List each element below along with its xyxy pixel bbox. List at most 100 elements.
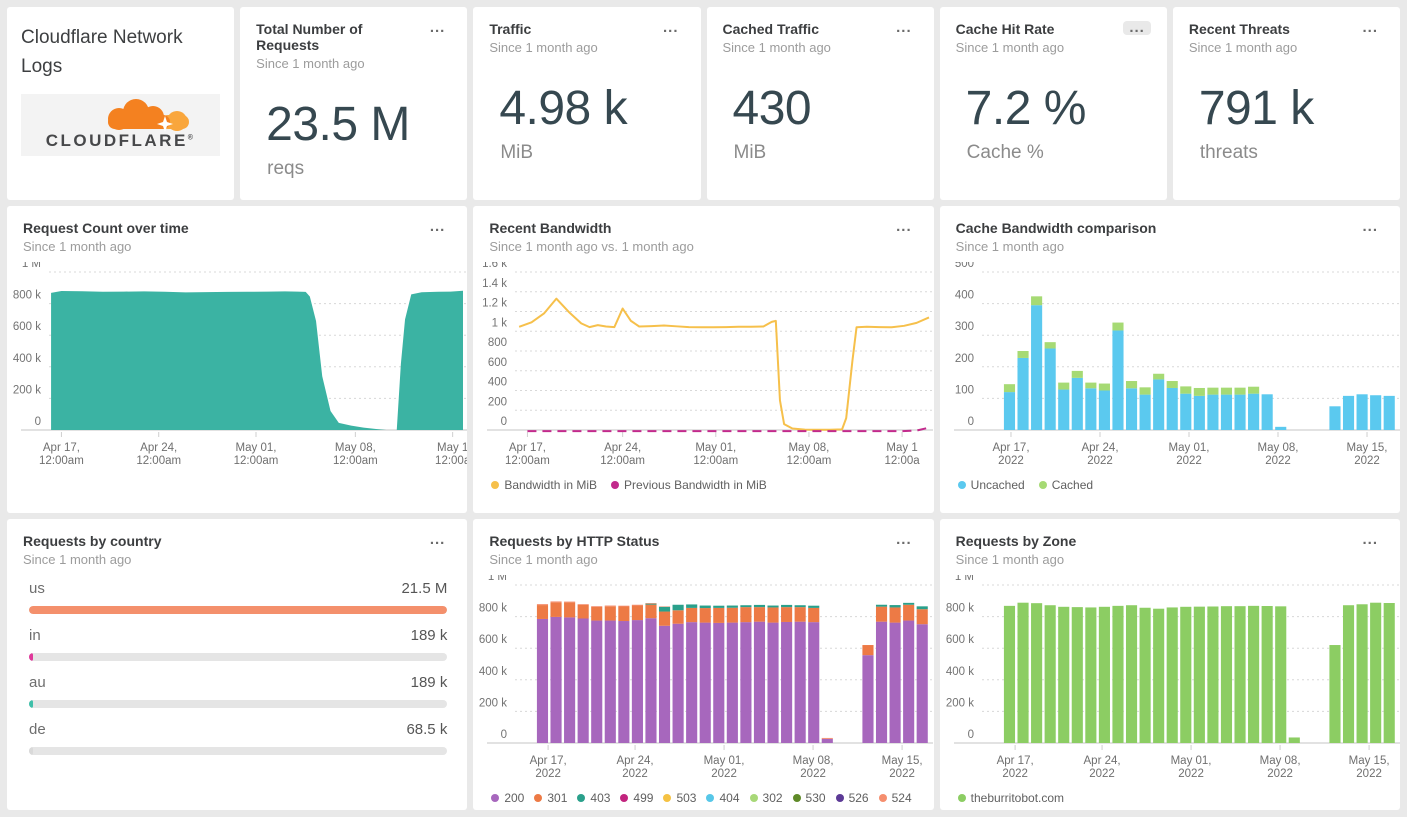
svg-text:May 1: May 1 bbox=[437, 442, 467, 454]
svg-text:800 k: 800 k bbox=[479, 603, 507, 615]
card-menu-button[interactable]: ... bbox=[1356, 20, 1384, 35]
svg-text:1 M: 1 M bbox=[488, 575, 507, 583]
svg-text:1 k: 1 k bbox=[492, 317, 508, 329]
stat-title: Cache Hit Rate bbox=[955, 21, 1055, 37]
cache-bandwidth-legend: Uncached Cached bbox=[940, 474, 1400, 492]
svg-text:Apr 17,: Apr 17, bbox=[992, 442, 1029, 454]
legend-item-bandwidth-in-mib[interactable]: Bandwidth in MiB bbox=[491, 478, 597, 492]
svg-text:400 k: 400 k bbox=[13, 353, 41, 365]
svg-text:Apr 24,: Apr 24, bbox=[1081, 442, 1118, 454]
cache-bandwidth-chart[interactable]: 500 400 300 200 100 0 Apr 17, 2022 Apr 24, 2022 Ma… bbox=[940, 258, 1400, 474]
legend-label: 530 bbox=[805, 791, 826, 805]
http-status-chart[interactable]: 1 M 800 k 600 k 400 k 200 k 0 Apr 17, 2022 Apr 2… bbox=[473, 571, 934, 787]
panel-menu-button[interactable]: ... bbox=[1356, 219, 1384, 234]
svg-text:0: 0 bbox=[35, 416, 41, 428]
svg-text:12:00a: 12:00a bbox=[435, 455, 467, 467]
panel-requests-by-zone: Requests by Zone Since 1 month ago ... 1… bbox=[939, 519, 1400, 810]
legend-dot bbox=[706, 794, 715, 802]
legend-item-404[interactable]: 404 bbox=[706, 791, 740, 805]
card-menu-button[interactable]: ... bbox=[1123, 20, 1151, 35]
legend-item-524[interactable]: 524 bbox=[878, 791, 912, 805]
legend-dot bbox=[878, 794, 887, 802]
country-value: 68.5 k bbox=[406, 721, 448, 738]
legend-dot bbox=[1038, 481, 1047, 489]
legend-item-503[interactable]: 503 bbox=[663, 791, 696, 805]
svg-text:1 M: 1 M bbox=[22, 262, 41, 270]
legend-label: 526 bbox=[848, 791, 869, 805]
panel-cache-bandwidth: Cache Bandwidth comparison Since 1 month… bbox=[939, 206, 1400, 513]
panel-menu-button[interactable]: ... bbox=[424, 532, 452, 547]
stat-subtitle: Since 1 month ago bbox=[489, 40, 598, 55]
cloudflare-logo: CLOUDFLARE® bbox=[21, 94, 221, 156]
svg-text:600 k: 600 k bbox=[946, 634, 974, 646]
legend-item-200[interactable]: 200 bbox=[491, 791, 524, 805]
stat-title: Recent Threats bbox=[1188, 21, 1290, 37]
stat-value: 7.2 % bbox=[965, 82, 1087, 135]
legend-item-cached[interactable]: Cached bbox=[1038, 478, 1094, 492]
legend-label: Cached bbox=[1051, 478, 1094, 492]
legend-item-uncached[interactable]: Uncached bbox=[957, 478, 1025, 492]
stat-card-total-requests: Total Number of Requests Since 1 month a… bbox=[240, 7, 468, 200]
panel-menu-button[interactable]: ... bbox=[1356, 532, 1384, 547]
svg-text:2022: 2022 bbox=[1267, 768, 1293, 780]
requests-by-zone-chart[interactable]: 1 M 800 k 600 k 400 k 200 k 0 Apr 17, 2022 Apr 2… bbox=[940, 571, 1400, 787]
svg-text:May 01,: May 01, bbox=[696, 442, 737, 454]
panel-title: Cache Bandwidth comparison bbox=[955, 220, 1157, 236]
country-bar-fill bbox=[29, 606, 448, 614]
legend-item-302[interactable]: 302 bbox=[749, 791, 783, 805]
legend-item-theburritobot-com[interactable]: theburritobot.com bbox=[957, 791, 1064, 805]
stat-subtitle: Since 1 month ago bbox=[722, 40, 831, 55]
panel-menu-button[interactable]: ... bbox=[424, 219, 452, 234]
svg-text:200 k: 200 k bbox=[946, 697, 974, 709]
country-row-us: us 21.5 M bbox=[29, 580, 448, 614]
card-menu-button[interactable]: ... bbox=[657, 20, 685, 35]
svg-text:500: 500 bbox=[954, 262, 973, 270]
svg-text:1 M: 1 M bbox=[954, 575, 973, 583]
svg-text:400 k: 400 k bbox=[479, 666, 507, 678]
svg-text:12:00a: 12:00a bbox=[885, 455, 921, 467]
svg-text:12:00am: 12:00am bbox=[787, 455, 832, 467]
svg-text:200 k: 200 k bbox=[479, 697, 507, 709]
card-menu-button[interactable]: ... bbox=[424, 20, 452, 35]
country-bar-track bbox=[29, 653, 448, 661]
panel-title: Recent Bandwidth bbox=[489, 220, 612, 236]
legend-item-403[interactable]: 403 bbox=[577, 791, 610, 805]
svg-text:400: 400 bbox=[954, 290, 973, 302]
legend-item-301[interactable]: 301 bbox=[534, 791, 567, 805]
country-bar-fill bbox=[29, 747, 33, 755]
legend-item-previous-bandwidth-in-mib[interactable]: Previous Bandwidth in MiB bbox=[611, 478, 767, 492]
panel-title: Request Count over time bbox=[23, 220, 189, 236]
legend-dot bbox=[577, 794, 586, 802]
legend-label: 301 bbox=[547, 791, 568, 805]
charts-row-1: Request Count over time Since 1 month ag… bbox=[7, 206, 1400, 513]
svg-text:2022: 2022 bbox=[1265, 455, 1291, 467]
requests-by-country-chart[interactable]: us 21.5 M in 189 k au 189 k de 68.5 k bbox=[7, 580, 467, 755]
svg-text:12:00am: 12:00am bbox=[39, 455, 84, 467]
legend-label: 404 bbox=[719, 791, 740, 805]
legend-item-530[interactable]: 530 bbox=[792, 791, 826, 805]
stat-unit: threats bbox=[1199, 142, 1258, 163]
country-row-in: in 189 k bbox=[29, 627, 448, 661]
panel-menu-button[interactable]: ... bbox=[890, 219, 918, 234]
svg-text:Apr 24,: Apr 24, bbox=[140, 442, 177, 454]
request-count-chart[interactable]: 1 M 800 k 600 k 400 k 200 k 0 Apr 17, 12:00am Ap… bbox=[7, 258, 467, 474]
legend-dot bbox=[749, 794, 758, 802]
panel-menu-button[interactable]: ... bbox=[890, 532, 918, 547]
legend-item-526[interactable]: 526 bbox=[835, 791, 869, 805]
legend-item-499[interactable]: 499 bbox=[620, 791, 653, 805]
svg-text:May 15,: May 15, bbox=[882, 755, 923, 767]
card-menu-button[interactable]: ... bbox=[890, 20, 918, 35]
svg-text:800 k: 800 k bbox=[946, 603, 974, 615]
legend-label: 499 bbox=[633, 791, 654, 805]
legend-dot bbox=[491, 794, 500, 802]
svg-text:2022: 2022 bbox=[1354, 455, 1380, 467]
svg-text:May 08,: May 08, bbox=[789, 442, 830, 454]
svg-text:Apr 17,: Apr 17, bbox=[43, 442, 80, 454]
svg-text:2022: 2022 bbox=[712, 768, 738, 780]
svg-text:2022: 2022 bbox=[1176, 455, 1202, 467]
cloudflare-cloud-icon bbox=[107, 99, 189, 132]
svg-text:Apr 24,: Apr 24, bbox=[617, 755, 654, 767]
stat-value: 791 k bbox=[1198, 82, 1314, 135]
